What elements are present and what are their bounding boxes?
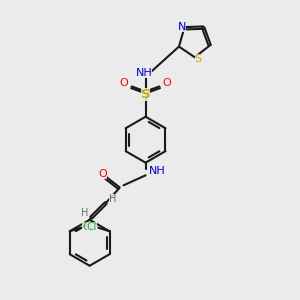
Text: S: S [141, 88, 150, 100]
Text: O: O [120, 78, 128, 88]
Text: O: O [163, 78, 172, 88]
Text: H: H [109, 194, 116, 204]
Text: NH: NH [136, 68, 152, 78]
Text: N: N [178, 22, 186, 32]
Text: S: S [195, 54, 202, 64]
Text: Cl: Cl [82, 222, 93, 232]
Text: H: H [81, 208, 88, 218]
Text: Cl: Cl [87, 222, 97, 232]
Text: NH: NH [148, 167, 165, 176]
Text: O: O [98, 169, 107, 179]
